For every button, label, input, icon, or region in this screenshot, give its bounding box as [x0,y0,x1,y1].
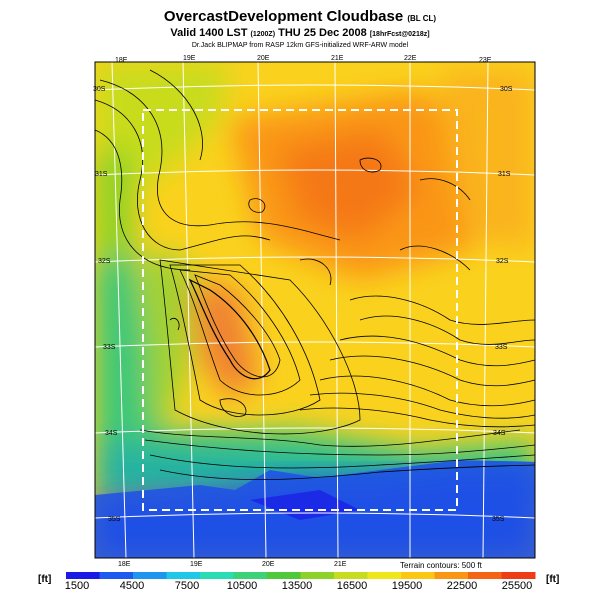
lat-label-left-31s: 31S [95,171,108,178]
field-shading [95,62,535,558]
lon-label-bottom-19e: 19E [190,561,203,568]
colorbar-tick-label: 4500 [119,580,145,592]
colorbar-swatch [66,572,100,579]
lon-label-bottom-20e: 20E [262,561,275,568]
colorbar-swatch [367,572,402,579]
lat-label-left-30s: 30S [93,86,106,93]
lon-label-top-20e: 20E [257,55,270,62]
lon-label-bottom-18e: 18E [118,561,131,568]
colorbar-tick-label: 16500 [336,580,368,592]
lon-label-bottom-21e: 21E [334,561,347,568]
lat-label-left-33s: 33S [103,344,116,351]
colorbar-swatch [501,572,536,579]
lat-label-right-32s: 32S [496,258,509,265]
title-tag: (BL CL) [407,14,437,23]
lat-label-left-32s: 32S [98,258,111,265]
colorbar-tick-label: 25500 [501,580,533,592]
inner-domain-outline [142,109,458,511]
lat-label-right-35s: 35S [492,516,505,523]
lat-label-right-30s: 30S [500,86,513,93]
lon-label-top-21e: 21E [331,55,344,62]
lat-label-left-35s: 35S [108,516,121,523]
valid-time: Valid 1400 LST (1200Z) THU 25 Dec 2008 [… [170,27,430,39]
lon-label-top-18e: 18E [115,57,128,64]
terrain-contours [94,69,536,481]
lon-label-top-19e: 19E [183,55,196,62]
colorbar-unit-right: [ft] [546,574,560,585]
lon-label-top-23e: 23E [479,57,492,64]
colorbar-swatch [468,572,502,579]
map-title: OvercastDevelopment Cloudbase (BL CL) [163,8,437,25]
lat-lon-grid [94,61,536,559]
colorbar-swatch [133,572,167,579]
colorbar-tick-label: 19500 [391,580,423,592]
colorbar-unit-left: [ft] [38,574,52,585]
map-frame [94,61,536,559]
valid-code: (1200Z) [250,31,276,38]
colorbar [66,572,536,579]
colorbar-swatch [434,572,469,579]
colorbar-swatch [334,572,368,579]
colorbar-tick-label: 7500 [174,580,200,592]
lat-label-right-34s: 34S [493,430,506,437]
colorbar-swatch [166,572,201,579]
colorbar-swatch [300,572,335,579]
colorbar-swatch [233,572,268,579]
lat-label-right-33s: 33S [495,344,508,351]
colorbar-tick-label: 13500 [281,580,313,592]
colorbar-tick-label: 1500 [64,580,90,592]
colorbar-swatch [200,572,234,579]
lat-label-left-34s: 34S [105,430,118,437]
forecast-tag: [18hrFcst@0218z] [369,31,430,38]
colorbar-tick-label: 22500 [446,580,478,592]
model-credit: Dr.Jack BLIPMAP from RASP 12km GFS-initi… [191,42,409,49]
contour-note: Terrain contours: 500 ft [400,561,482,570]
colorbar-swatch [267,572,301,579]
lon-label-top-22e: 22E [404,55,417,62]
colorbar-swatch [401,572,435,579]
lat-label-right-31s: 31S [498,171,511,178]
colorbar-tick-label: 10500 [226,580,258,592]
colorbar-swatch [99,572,134,579]
